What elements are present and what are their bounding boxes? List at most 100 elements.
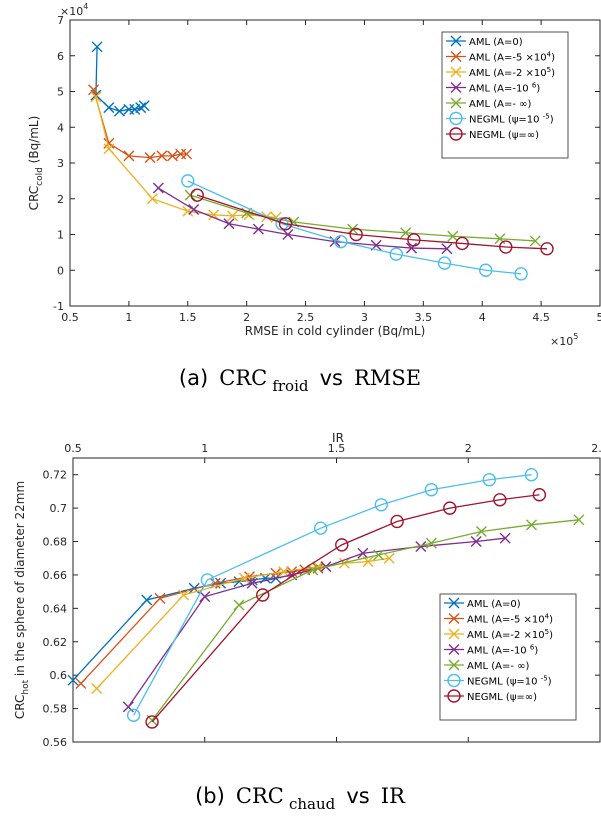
series-line — [72, 577, 276, 681]
legend-marker — [448, 644, 460, 655]
data-point — [407, 233, 421, 247]
y-tick-label: 0.64 — [43, 602, 68, 615]
svg-text:CRCcold (Bq/mL): CRCcold (Bq/mL) — [27, 116, 45, 211]
x-tick-label: 4.5 — [532, 311, 550, 324]
data-point — [573, 514, 585, 526]
data-point — [145, 715, 159, 729]
data-point — [514, 267, 528, 281]
data-point — [383, 552, 395, 564]
caption-a: (a) CRC froid vs RMSE — [179, 366, 421, 395]
data-point — [390, 514, 404, 529]
caption-b-tail: IR — [381, 784, 406, 808]
series-line — [151, 519, 579, 721]
data-point — [278, 217, 293, 231]
legend-label: AML (A=-2 ×105) — [469, 66, 555, 79]
x-tick-label: 1 — [201, 442, 208, 455]
data-point — [103, 137, 115, 149]
y-axis-label-a: CRCcold (Bq/mL) — [27, 116, 45, 211]
y-tick-label: 0.6 — [50, 669, 68, 682]
caption-b: (b) CRC chaud vs IR — [195, 784, 406, 813]
caption-b-vs: vs — [346, 784, 369, 808]
legend-marker — [450, 35, 462, 47]
legend-entry: AML (A=-10 6) — [444, 644, 538, 657]
legend-entry: AML (A=-2 ×105) — [446, 66, 555, 79]
y-tick-label: 0.72 — [43, 469, 68, 482]
x-tick-label: 2 — [465, 442, 472, 455]
data-point — [425, 537, 437, 549]
data-point — [144, 152, 156, 164]
x-tick-label: 1 — [125, 311, 132, 324]
data-point — [499, 240, 513, 254]
series-5 — [184, 189, 541, 247]
data-point — [256, 588, 270, 602]
data-point — [389, 247, 403, 261]
legend-entry: NEGML (ψ=10 -5) — [444, 673, 552, 688]
x-tick-label: 0.5 — [64, 442, 82, 455]
series-line — [133, 474, 532, 716]
data-point — [357, 547, 369, 559]
data-point — [406, 242, 418, 254]
x-tick-label: 3 — [361, 311, 368, 324]
data-point — [123, 150, 135, 162]
y-tick-label: 2 — [57, 193, 64, 206]
data-point — [441, 243, 453, 255]
data-point — [178, 589, 190, 601]
y-tick-label: 3 — [57, 157, 64, 170]
legend-b: AML (A=0) AML (A=-5 ×104) AML (A=-2 ×105) A… — [439, 593, 577, 721]
data-point — [166, 150, 178, 162]
legend-label: AML (A=-10 6) — [467, 644, 538, 657]
legend-marker — [448, 659, 460, 671]
data-point — [208, 209, 220, 221]
data-point — [75, 678, 87, 690]
legend-marker — [448, 613, 460, 624]
legend-marker — [448, 597, 460, 609]
data-point — [103, 143, 115, 155]
chart-a: 0.5 1 1.5 2 2.5 3 3.5 4 4.5 5 -1 0 1 2 3 4 5 6 7 RMSE in c… — [27, 2, 601, 348]
y-exponent-a: ×104 — [60, 2, 88, 18]
data-point — [524, 468, 539, 482]
data-point — [455, 236, 469, 251]
y-tick-label: 7 — [57, 14, 64, 27]
legend-label: NEGML (ψ=∞) — [467, 692, 537, 703]
data-point — [227, 210, 239, 222]
data-point — [529, 235, 541, 247]
series-line — [196, 194, 548, 250]
data-point — [88, 84, 100, 96]
legend-entry: AML (A=-2 ×105) — [444, 628, 553, 641]
legend-entry: AML (A=- ∞) — [444, 659, 529, 672]
data-point — [373, 549, 385, 561]
data-point — [113, 105, 125, 117]
legend-marker — [450, 97, 462, 109]
data-point — [152, 182, 164, 194]
data-point — [307, 564, 319, 576]
caption-b-crc: CRC — [236, 784, 284, 808]
data-point — [313, 521, 328, 535]
legend-marker — [447, 673, 461, 688]
data-point — [525, 519, 537, 531]
y-tick-label: 5 — [57, 86, 64, 99]
legend-label: NEGML (ψ=10 -5) — [467, 675, 552, 688]
series-1 — [90, 41, 150, 117]
legend-marker — [449, 127, 463, 141]
legend-box — [439, 593, 577, 721]
data-point — [475, 526, 487, 538]
legend-label: NEGML (ψ=10 -5) — [469, 113, 554, 126]
legend-marker — [447, 689, 461, 703]
data-point — [181, 174, 195, 188]
data-point — [443, 501, 457, 515]
legend-entry: NEGML (ψ=∞) — [446, 127, 539, 141]
data-point — [334, 234, 348, 249]
series-7 — [190, 188, 554, 256]
legend-label: AML (A=-5 ×104) — [467, 613, 553, 626]
svg-text:CRChot in the sphere of diamet: CRChot in the sphere of diameter 22mm — [13, 481, 31, 719]
series-6 — [126, 468, 539, 722]
data-point — [246, 577, 258, 589]
y-tick-label: 0.58 — [43, 703, 68, 716]
legend-a: AML (A=0) AML (A=-5 ×104) AML (A=-2 ×105) A… — [441, 31, 569, 159]
data-point — [282, 229, 294, 240]
x-tick-label: 1.5 — [179, 311, 197, 324]
legend-marker — [450, 82, 462, 93]
chart-b: 0.5 1 1.5 2 2.5 0.56 0.58 0.6 0.62 0.64 0.66 0.68 0.… — [13, 431, 601, 749]
data-point — [146, 193, 158, 205]
data-point — [223, 218, 235, 230]
